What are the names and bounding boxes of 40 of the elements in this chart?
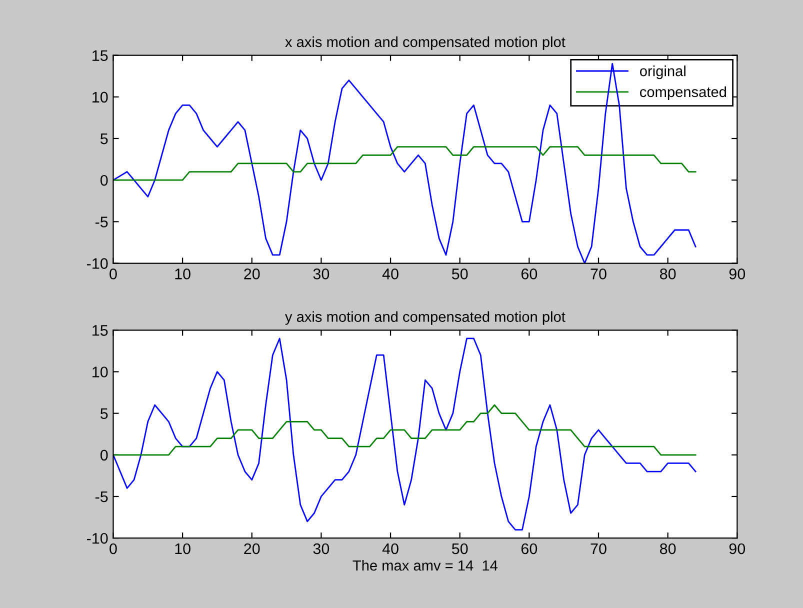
x-tick-label: 0 [110,543,117,554]
x-tick-label: 0 [110,268,117,280]
legend-label: compensated [640,86,726,100]
x-tick-label: 70 [590,268,606,280]
y-tick-label: 10 [92,366,108,378]
y-tick-label: 10 [92,92,108,103]
x-tick-label: 40 [382,268,398,280]
x-tick-label: 10 [175,268,190,280]
chart-title: y axis motion and compensated motion plot [284,311,566,325]
y-tick-label: 0 [100,174,108,186]
x-tick-label: 80 [660,543,676,554]
y-tick-label: -5 [95,492,108,502]
y-tick-label: 5 [100,408,108,420]
chart-title: x axis motion and compensated motion plot [285,36,566,50]
x-tick-label: 40 [382,543,398,554]
y-tick-label: 0 [100,450,108,461]
y-tick-label: 5 [100,134,108,144]
legend-label: original [640,66,686,80]
y-tick-label: 15 [92,50,108,62]
y-tick-label: -10 [86,532,108,544]
x-tick-label: 90 [729,268,746,280]
line-series [113,146,696,181]
line-series [113,338,696,530]
x-tick-label: 70 [590,543,606,554]
x-tick-label: 20 [244,268,260,280]
x-tick-label: 50 [452,543,468,554]
x-axis-title: The max amv = 14 14 [352,560,498,571]
line-series [113,404,696,456]
x-tick-label: 30 [313,543,330,554]
x-tick-label: 80 [660,268,676,280]
y-tick-label: -10 [86,258,108,269]
x-tick-label: 90 [729,543,746,554]
x-tick-label: 30 [313,268,330,280]
x-tick-label: 50 [452,268,468,280]
x-tick-label: 20 [244,543,260,554]
x-tick-label: 60 [521,543,538,554]
y-tick-label: -5 [95,216,108,228]
y-tick-label: 15 [92,325,108,336]
x-tick-label: 60 [521,268,538,280]
x-tick-label: 10 [175,543,190,554]
